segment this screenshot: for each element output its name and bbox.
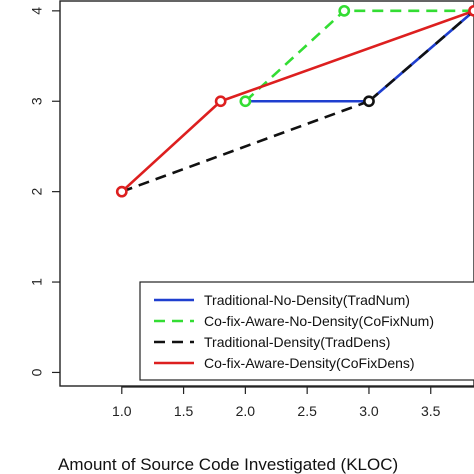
legend-entry: Traditional-Density(TradDens) — [204, 334, 390, 350]
x-tick-label: 1.5 — [174, 403, 194, 419]
y-tick-label: 0 — [29, 368, 45, 376]
y-axis: 0 1 2 3 4 — [29, 7, 60, 376]
series-point-marker — [214, 95, 227, 108]
x-tick-label: 3.0 — [359, 403, 379, 419]
x-tick-label: 3.5 — [421, 403, 441, 419]
series-point-marker — [468, 4, 474, 17]
marker-layer — [115, 4, 474, 198]
x-tick-label: 2.0 — [236, 403, 256, 419]
series-overlay-segment — [368, 9, 474, 103]
y-tick-label: 4 — [29, 7, 45, 15]
series-line-3 — [121, 100, 370, 193]
series-layer — [120, 9, 474, 193]
legend-entry: Co-fix-Aware-No-Density(CoFixNum) — [204, 313, 434, 329]
series-point-marker — [115, 185, 128, 198]
plot-border — [59, 0, 474, 387]
legend-box — [139, 281, 474, 381]
x-tick-label: 2.5 — [297, 403, 317, 419]
series-point-marker — [239, 95, 252, 108]
y-tick-label: 3 — [29, 97, 45, 105]
x-tick-label: 1.0 — [112, 403, 132, 419]
x-axis: 1.0 1.5 2.0 2.5 3.0 3.5 — [112, 386, 474, 419]
y-tick-label: 1 — [29, 278, 45, 286]
legend-entry: Traditional-No-Density(TradNum) — [204, 292, 410, 308]
x-axis-title: Amount of Source Code Investigated (KLOC… — [58, 455, 398, 474]
series-point-marker — [363, 95, 375, 108]
series-point-marker — [338, 4, 351, 17]
legend-entry: Co-fix-Aware-Density(CoFixDens) — [204, 355, 415, 371]
plot-frame — [59, 0, 474, 387]
legend: Traditional-No-Density(TradNum) Co-fix-Aw… — [139, 281, 474, 381]
y-tick-label: 2 — [29, 188, 45, 196]
